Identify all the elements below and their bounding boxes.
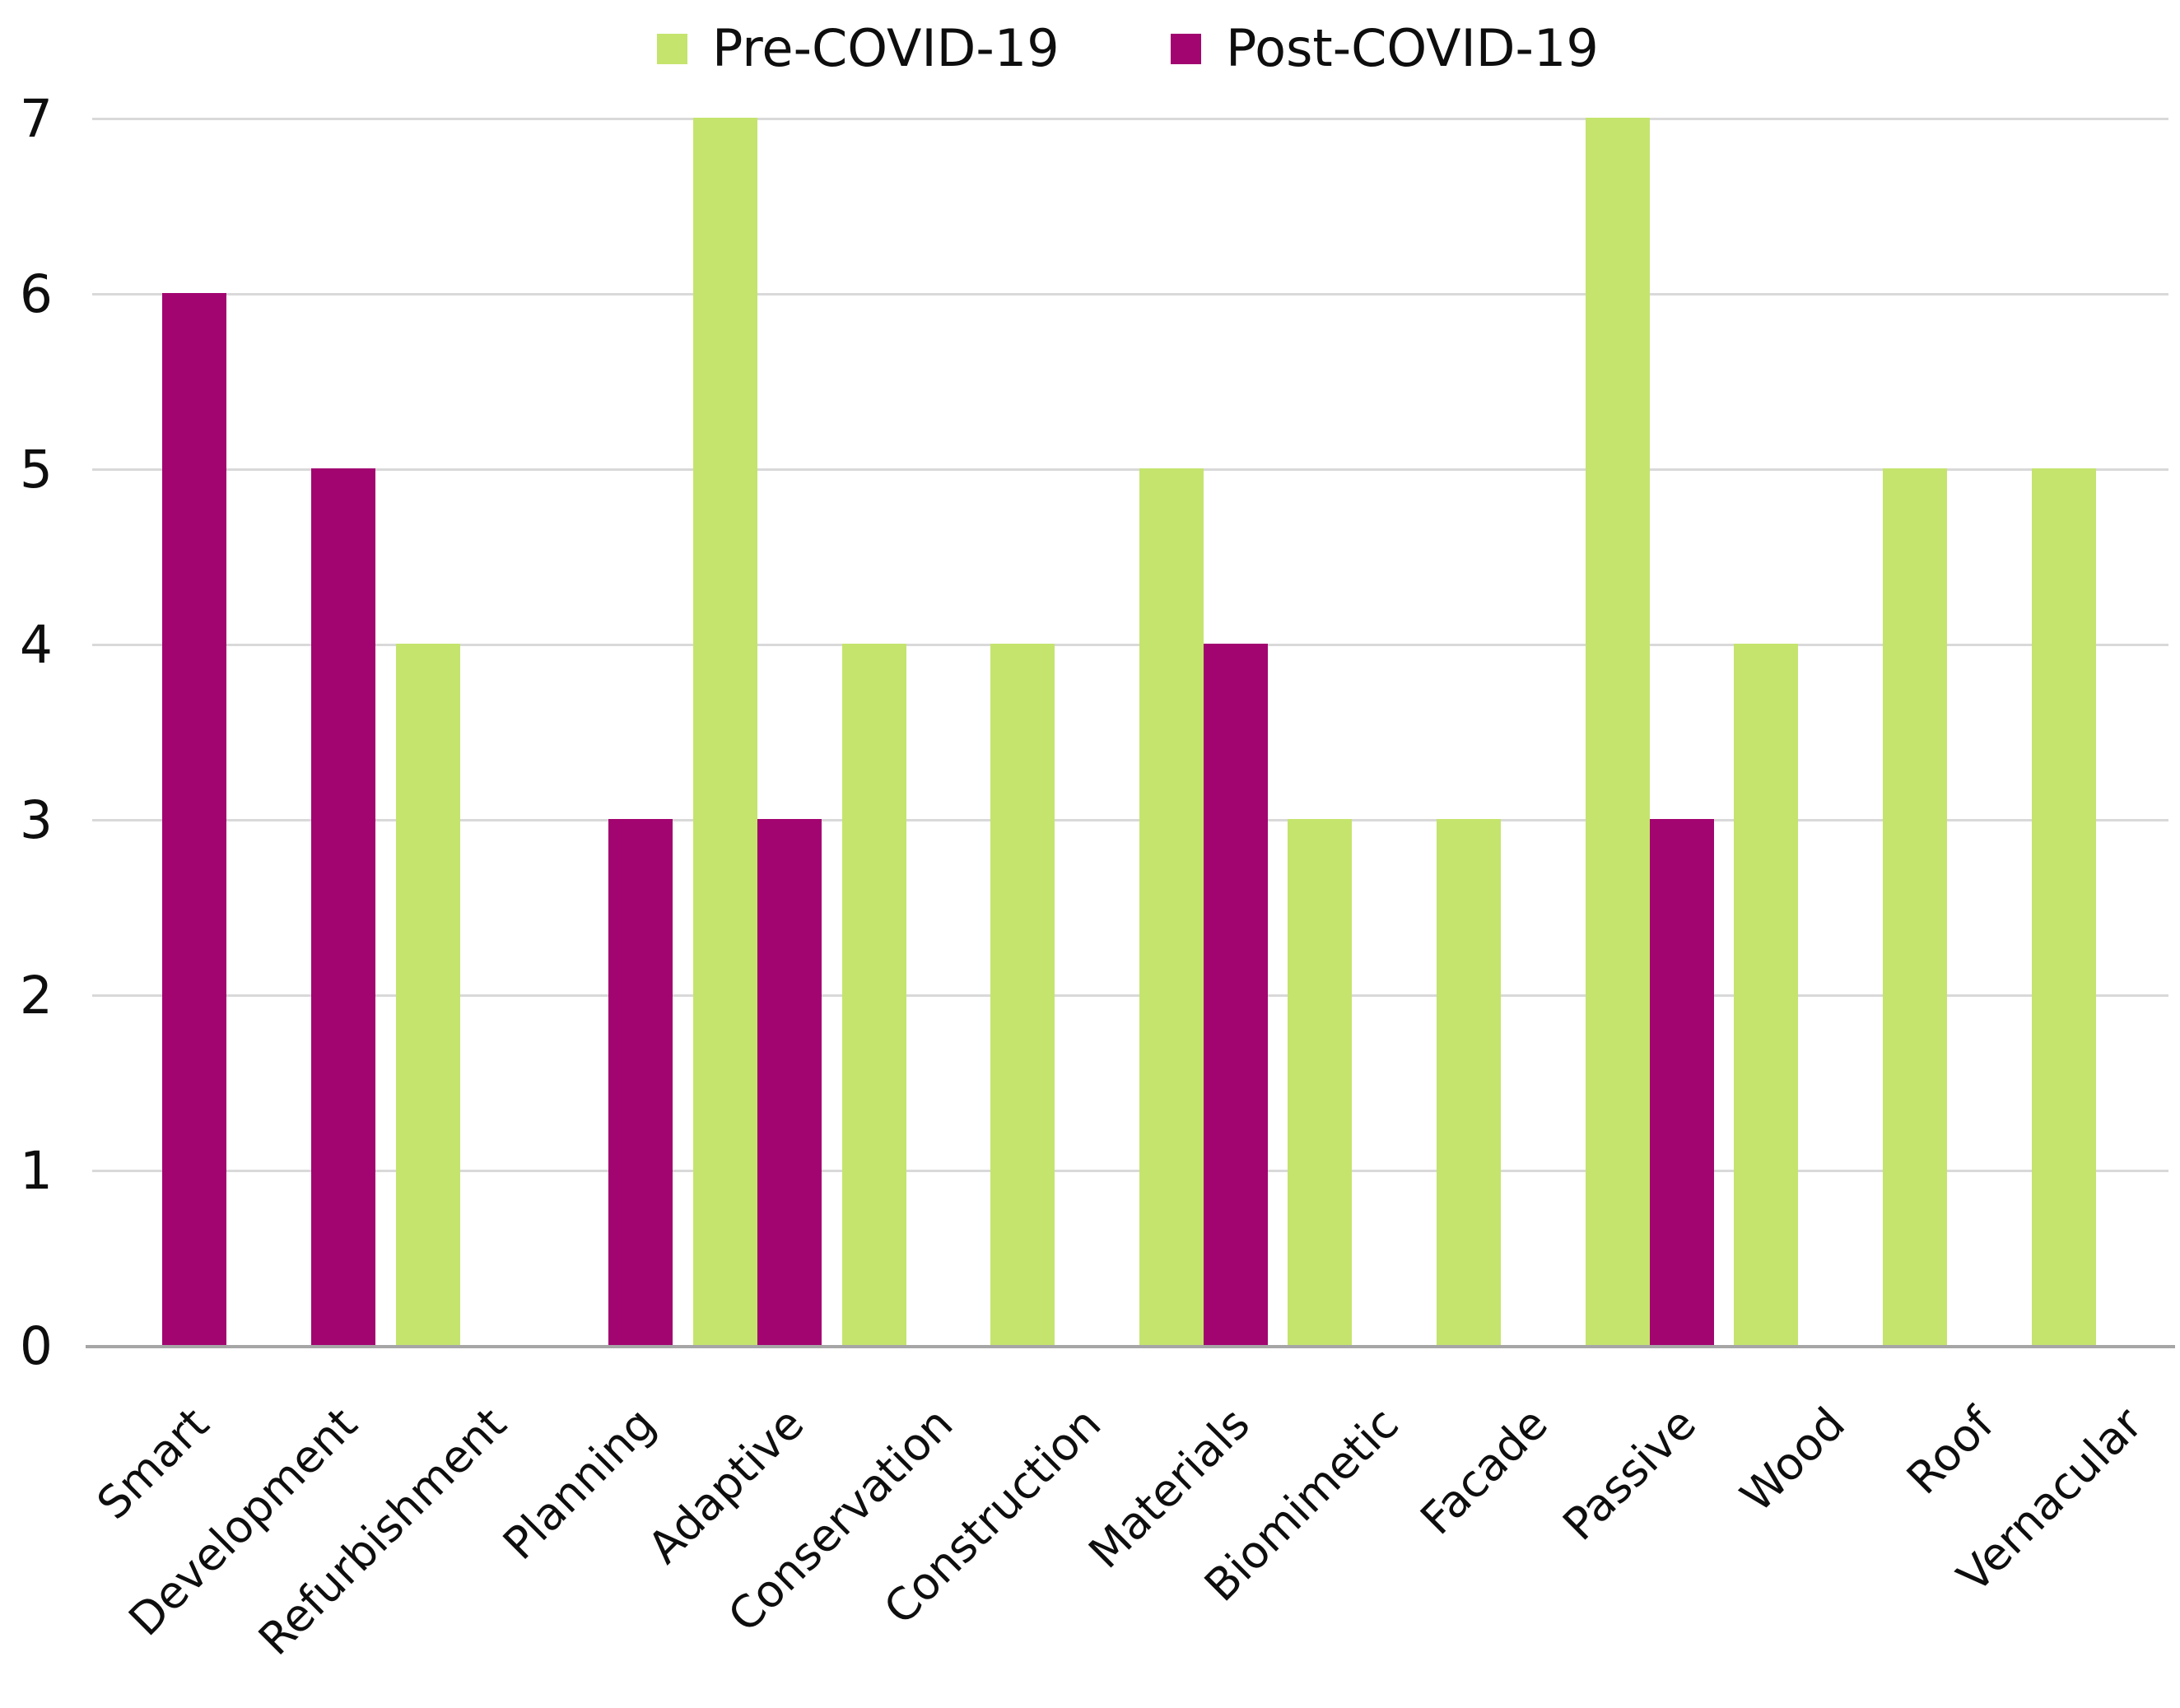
bar-pre-covid-19-conservation [841,644,906,1345]
gridline-y-6 [92,293,2168,296]
bar-post-covid-19-planning [608,819,673,1345]
legend-item-pre-covid-19: Pre-COVID-19 [657,12,1060,86]
gridline-y-1 [92,1170,2168,1172]
bar-post-covid-19-materials [1203,644,1268,1345]
x-axis-label-roof: Roof [1896,1397,2004,1505]
y-tick-label-4: 4 [19,615,53,675]
gridline-y-4 [92,644,2168,646]
x-axis-label-wood: Wood [1730,1397,1855,1522]
gridline-y-7 [92,118,2168,120]
legend-swatch-pre-covid-19 [657,33,687,64]
bar-pre-covid-19-adaptive [692,118,757,1345]
x-axis-label-passive: Passive [1553,1397,1707,1551]
bar-post-covid-19-development [310,468,375,1345]
bar-pre-covid-19-facade [1437,819,1502,1345]
legend-label-post-covid-19: Post-COVID-19 [1226,18,1599,78]
legend-label-pre-covid-19: Pre-COVID-19 [712,18,1060,78]
gridline-y-5 [92,468,2168,471]
y-tick-label-5: 5 [19,440,53,500]
y-tick-label-1: 1 [19,1141,53,1201]
bar-post-covid-19-adaptive [757,819,822,1345]
bar-pre-covid-19-construction [990,644,1055,1345]
x-axis-label-planning: Planning [492,1397,665,1570]
x-axis-label-facade: Facade [1409,1397,1558,1545]
bar-pre-covid-19-refurbishment [395,644,460,1345]
bar-pre-covid-19-passive [1585,118,1650,1345]
bar-pre-covid-19-biomimetic [1288,819,1353,1345]
x-axis-label-smart: Smart [86,1397,219,1529]
bar-pre-covid-19-vernacular [2031,468,2096,1345]
gridline-y-3 [92,819,2168,821]
legend-item-post-covid-19: Post-COVID-19 [1171,12,1599,86]
bar-pre-covid-19-roof [1883,468,1947,1345]
bar-pre-covid-19-wood [1734,644,1799,1345]
gridline-y-2 [92,994,2168,997]
y-tick-label-0: 0 [19,1316,53,1376]
legend-swatch-post-covid-19 [1171,33,1201,64]
chart-legend: Pre-COVID-19 Post-COVID-19 [0,0,2180,91]
y-tick-label-7: 7 [19,89,53,149]
bar-pre-covid-19-materials [1139,468,1204,1345]
x-axis-line [86,1345,2175,1348]
y-tick-label-3: 3 [19,790,53,850]
y-tick-label-6: 6 [19,264,53,324]
bar-post-covid-19-smart [162,293,227,1345]
bar-post-covid-19-passive [1649,819,1714,1345]
y-tick-label-2: 2 [19,966,53,1026]
